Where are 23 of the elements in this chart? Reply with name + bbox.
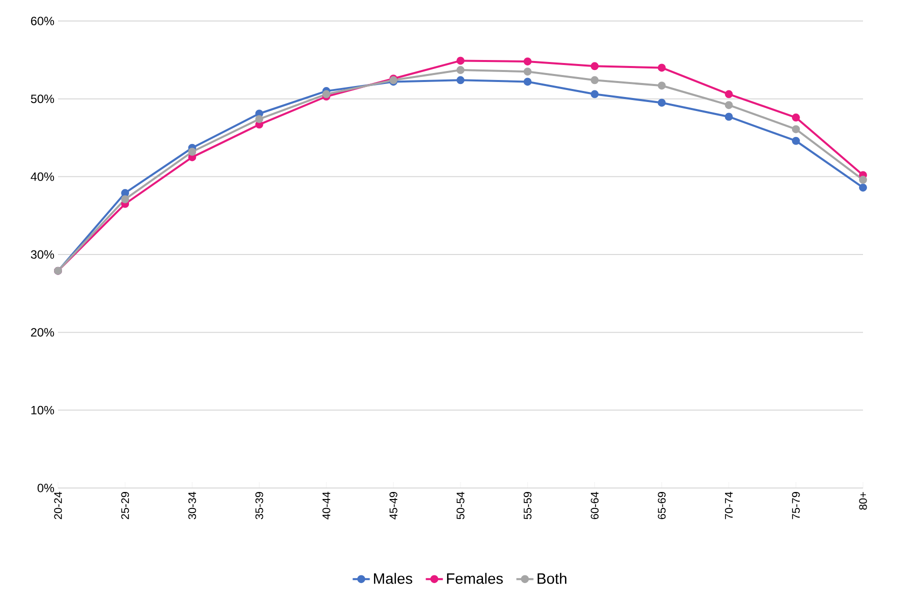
x-tick-label: 55-59: [524, 492, 532, 520]
y-tick-label: 0%: [38, 484, 54, 492]
x-tick-label: 70-74: [724, 492, 733, 520]
x-tick-label: 80+: [859, 492, 867, 510]
y-tick-label: 10%: [31, 406, 54, 414]
x-tick-label: 30-34: [188, 492, 196, 520]
x-tick-label: 60-64: [590, 492, 599, 520]
x-tick-label: 25-29: [121, 492, 129, 520]
y-tick-label: 40%: [30, 172, 54, 181]
y-tick-label: 50%: [30, 94, 54, 104]
y-tick-label: 30%: [30, 250, 54, 259]
x-tick-label: 65-69: [658, 492, 666, 520]
x-tick-label: 40-44: [322, 492, 330, 520]
x-tick-label: 75-79: [792, 492, 800, 520]
y-tick-label: 60%: [31, 16, 54, 26]
legend-label: Males: [374, 572, 412, 584]
x-tick-label: 50-54: [456, 492, 464, 520]
x-tick-label: 35-39: [255, 492, 264, 520]
x-tick-label: 45-49: [390, 492, 398, 520]
x-tick-label: 20-24: [54, 492, 62, 520]
y-tick-label: 20%: [31, 328, 54, 337]
legend-label: Both: [538, 572, 566, 584]
legend-label: Females: [447, 572, 503, 584]
